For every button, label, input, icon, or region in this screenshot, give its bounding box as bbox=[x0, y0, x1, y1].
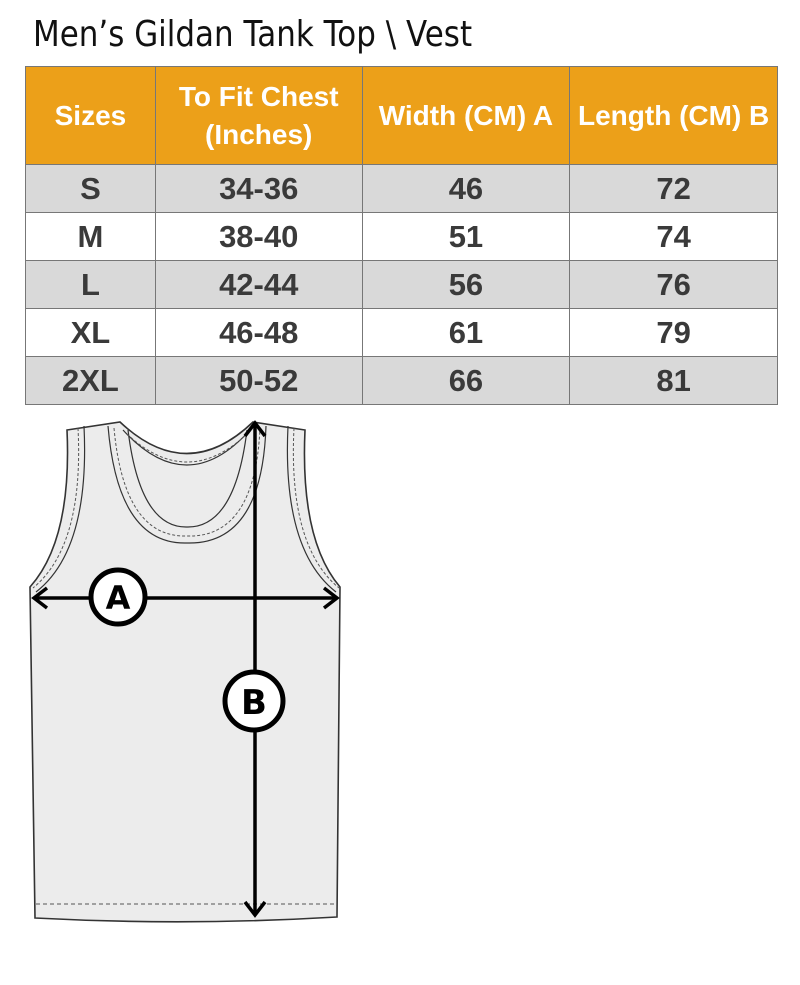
table-row: XL 46-48 61 79 bbox=[25, 308, 778, 357]
cell-width: 61 bbox=[361, 308, 571, 357]
header-length: Length (CM) B bbox=[569, 66, 778, 165]
cell-size: 2XL bbox=[25, 356, 156, 405]
header-chest: To Fit Chest (Inches) bbox=[154, 66, 363, 165]
header-sizes: Sizes bbox=[25, 66, 156, 165]
cell-size: S bbox=[25, 164, 156, 213]
measure-arrow-b: B bbox=[222, 420, 286, 918]
cell-chest: 42-44 bbox=[154, 260, 363, 309]
cell-length: 74 bbox=[569, 212, 778, 261]
table-row: L 42-44 56 76 bbox=[25, 260, 778, 309]
stitch-line bbox=[113, 427, 261, 537]
armhole-left-line bbox=[35, 425, 86, 593]
table-header-row: Sizes To Fit Chest (Inches) Width (CM) A… bbox=[25, 66, 778, 165]
measure-arrow-a: A bbox=[31, 567, 340, 627]
tank-top-outline bbox=[29, 421, 341, 923]
page-title: Men’s Gildan Tank Top \ Vest bbox=[33, 14, 473, 55]
cell-chest: 50-52 bbox=[154, 356, 363, 405]
cell-width: 51 bbox=[361, 212, 571, 261]
label-a: A bbox=[106, 579, 131, 617]
cell-width: 56 bbox=[361, 260, 571, 309]
cell-chest: 34-36 bbox=[154, 164, 363, 213]
table-row: S 34-36 46 72 bbox=[25, 164, 778, 213]
cell-length: 81 bbox=[569, 356, 778, 405]
tank-top-diagram: A B bbox=[29, 420, 341, 923]
armhole-right-line bbox=[286, 425, 337, 593]
cell-chest: 38-40 bbox=[154, 212, 363, 261]
cell-size: XL bbox=[25, 308, 156, 357]
cell-size: M bbox=[25, 212, 156, 261]
header-width: Width (CM) A bbox=[361, 66, 571, 165]
table-row: 2XL 50-52 66 81 bbox=[25, 356, 778, 405]
size-chart-table: Sizes To Fit Chest (Inches) Width (CM) A… bbox=[25, 66, 778, 405]
cell-width: 66 bbox=[361, 356, 571, 405]
cell-length: 76 bbox=[569, 260, 778, 309]
cell-length: 72 bbox=[569, 164, 778, 213]
neck-front-line bbox=[127, 429, 248, 528]
cell-length: 79 bbox=[569, 308, 778, 357]
cell-size: L bbox=[25, 260, 156, 309]
label-b: B bbox=[241, 683, 267, 723]
armhole-left-stitch bbox=[32, 427, 80, 589]
cell-chest: 46-48 bbox=[154, 308, 363, 357]
cell-width: 46 bbox=[361, 164, 571, 213]
armhole-right-stitch bbox=[292, 427, 340, 589]
table-row: M 38-40 51 74 bbox=[25, 212, 778, 261]
stitch-line bbox=[126, 433, 248, 463]
